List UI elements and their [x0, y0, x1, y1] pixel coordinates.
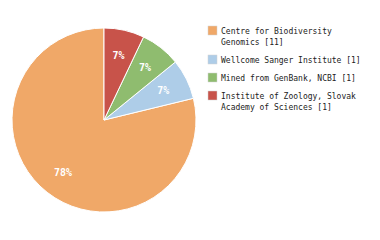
pie [12, 28, 196, 212]
legend-swatch [208, 91, 217, 100]
data-label: 7% [139, 62, 151, 73]
pie-slice [12, 28, 196, 212]
legend-entry: Centre for BiodiversityGenomics [11] [221, 27, 332, 47]
pie-slice [104, 28, 144, 120]
legend-entry: Mined from GenBank, NCBI [1] [221, 74, 356, 83]
legend-swatch [208, 73, 217, 82]
legend: Centre for BiodiversityGenomics [11] Well… [208, 26, 361, 112]
data-labels: 78% 7% 7% 7% [54, 50, 169, 178]
legend-entry: Institute of Zoology, SlovakAcademy of S… [221, 92, 356, 112]
legend-swatch [208, 26, 217, 35]
chart: 78% 7% 7% 7% Centre for BiodiversityGenomics… [0, 0, 380, 240]
legend-swatch [208, 55, 217, 64]
data-label: 7% [157, 85, 169, 96]
data-label: 78% [54, 167, 72, 178]
legend-entry: Wellcome Sanger Institute [1] [221, 56, 361, 65]
data-label: 7% [113, 50, 125, 61]
